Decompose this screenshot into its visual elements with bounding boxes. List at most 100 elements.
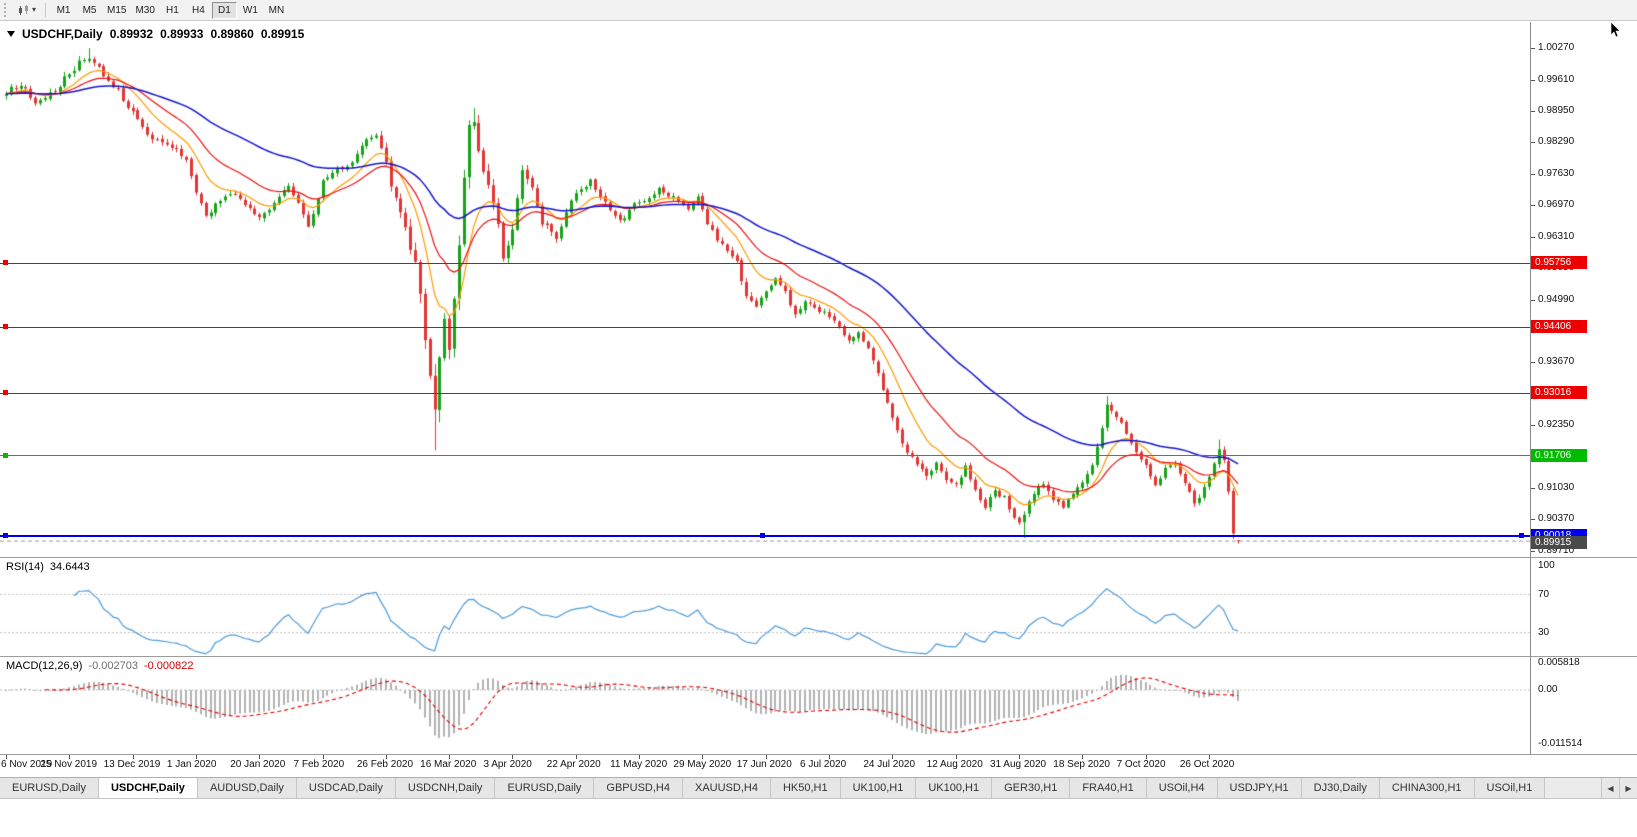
chart-title: USDCHF,Daily 0.89932 0.89933 0.89860 0.8… xyxy=(7,26,304,41)
rsi-axis-label: 30 xyxy=(1538,626,1550,638)
price-axis-label: 1.00270 xyxy=(1538,42,1575,54)
date-axis-label: 26 Oct 2020 xyxy=(1179,759,1235,770)
horizontal-level-line-0.93016[interactable] xyxy=(0,392,1530,394)
price-axis-tick xyxy=(1531,488,1535,490)
chart-tab-fra40-h1[interactable]: FRA40,H1 xyxy=(1070,778,1147,798)
macd-axis-label: 0.00 xyxy=(1538,684,1558,695)
date-axis-tick xyxy=(449,755,451,759)
horizontal-level-line-0.91706[interactable] xyxy=(0,455,1530,457)
chart-tab-usdcad-daily[interactable]: USDCAD,Daily xyxy=(296,778,396,798)
toolbar-drag-grip-icon[interactable] xyxy=(4,3,9,17)
date-axis-label: 22 Apr 2020 xyxy=(546,759,601,770)
level-line-handle-left[interactable] xyxy=(3,324,8,330)
chart-tab-uk100-h1[interactable]: UK100,H1 xyxy=(916,778,993,798)
date-axis-label: 31 Aug 2020 xyxy=(989,759,1047,770)
level-price-badge: 0.93016 xyxy=(1531,386,1587,400)
price-axis-label: 0.99610 xyxy=(1538,73,1575,85)
level-line-handle-left[interactable] xyxy=(3,533,8,539)
chart-tab-audusd-daily[interactable]: AUDUSD,Daily xyxy=(197,778,297,798)
level-line-handle-left[interactable] xyxy=(3,390,8,396)
chart-tab-usoil-h4[interactable]: USOil,H4 xyxy=(1146,778,1218,798)
price-axis-label: 0.89710 xyxy=(1538,544,1575,556)
horizontal-level-line-0.90018[interactable] xyxy=(0,535,1530,538)
ohlc-open: 0.89932 xyxy=(109,26,154,41)
level-price-badge: 0.95756 xyxy=(1531,256,1587,270)
timeframe-button-w1[interactable]: W1 xyxy=(238,2,263,19)
price-axis-tick xyxy=(1531,173,1535,175)
chart-tab-usoil-h1[interactable]: USOil,H1 xyxy=(1474,778,1546,798)
date-axis-tick xyxy=(955,755,957,759)
chart-tab-eurusd-daily[interactable]: EURUSD,Daily xyxy=(495,778,595,798)
date-axis-tick xyxy=(195,755,197,759)
chart-tab-usdchf-daily[interactable]: USDCHF,Daily xyxy=(98,778,198,798)
chart-tab-xauusd-h4[interactable]: XAUUSD,H4 xyxy=(682,778,771,798)
price-axis-tick xyxy=(1531,79,1535,81)
rsi-pane-title: RSI(14) 34.6443 xyxy=(6,561,90,573)
date-axis-label: 6 Jul 2020 xyxy=(800,759,847,770)
price-axis-label: 0.90370 xyxy=(1538,513,1575,525)
timeframe-button-h4[interactable]: H4 xyxy=(186,2,211,19)
chart-tab-china300-h1[interactable]: CHINA300,H1 xyxy=(1379,778,1475,798)
price-axis-label: 0.94990 xyxy=(1538,293,1575,305)
chart-title-marker-icon xyxy=(7,31,15,41)
chart-tab-uk100-h1[interactable]: UK100,H1 xyxy=(840,778,917,798)
horizontal-level-line-0.95756[interactable] xyxy=(0,262,1530,264)
date-axis-label: 17 Jun 2020 xyxy=(736,759,792,770)
chart-tab-eurusd-daily[interactable]: EURUSD,Daily xyxy=(0,778,99,798)
chevron-down-icon: ▾ xyxy=(32,5,37,14)
chart-tab-hk50-h1[interactable]: HK50,H1 xyxy=(770,778,841,798)
price-axis-label: 0.96970 xyxy=(1538,199,1575,211)
macd-axis-label: -0.011514 xyxy=(1538,737,1583,749)
price-axis-label: 0.98290 xyxy=(1538,136,1575,148)
timeframe-button-d1[interactable]: D1 xyxy=(211,1,237,19)
timeframe-button-m15[interactable]: M15 xyxy=(103,2,130,19)
level-line-handle-right[interactable] xyxy=(1519,533,1524,539)
timeframe-button-m1[interactable]: M1 xyxy=(51,2,76,19)
level-line-handle-center[interactable] xyxy=(760,533,765,539)
level-line-handle-left[interactable] xyxy=(3,452,8,458)
price-axis-border xyxy=(1530,22,1531,755)
horizontal-level-line-0.94406[interactable] xyxy=(0,326,1530,328)
chart-type-button[interactable]: ▾ xyxy=(13,2,40,19)
timeframe-button-h1[interactable]: H1 xyxy=(160,2,185,19)
price-axis-tick xyxy=(1531,550,1535,552)
tabs-scroll-left-button[interactable]: ◀ xyxy=(1601,778,1619,798)
date-axis-label: 6 Nov 2019 xyxy=(1,759,53,770)
date-axis-label: 18 Sep 2020 xyxy=(1053,759,1110,770)
chart-tab-usdjpy-h1[interactable]: USDJPY,H1 xyxy=(1217,778,1302,798)
timeframe-button-m30[interactable]: M30 xyxy=(131,2,158,19)
date-axis-label: 3 Apr 2020 xyxy=(483,759,532,770)
chart-tab-dj30-daily[interactable]: DJ30,Daily xyxy=(1301,778,1380,798)
date-axis-label: 11 May 2020 xyxy=(610,759,668,770)
price-axis-tick xyxy=(1531,111,1535,113)
tabs-scroll-right-button[interactable]: ▶ xyxy=(1619,778,1637,798)
timeframe-button-m5[interactable]: M5 xyxy=(77,2,102,19)
chart-tab-gbpusd-h4[interactable]: GBPUSD,H4 xyxy=(594,778,683,798)
date-axis-label: 12 Aug 2020 xyxy=(926,759,983,770)
date-axis-tick xyxy=(639,755,641,759)
date-axis-line xyxy=(0,754,1637,755)
date-axis-tick xyxy=(765,755,767,759)
chart-tab-ger30-h1[interactable]: GER30,H1 xyxy=(992,778,1071,798)
level-line-handle-left[interactable] xyxy=(3,260,8,266)
price-chart-canvas[interactable] xyxy=(0,22,1637,755)
ohlc-high: 0.89933 xyxy=(160,26,204,41)
date-axis-tick xyxy=(322,755,324,759)
date-axis-tick xyxy=(69,755,71,759)
date-axis-label: 25 Nov 2019 xyxy=(40,759,98,770)
level-price-badge: 0.94406 xyxy=(1531,320,1587,334)
date-axis-label: 29 May 2020 xyxy=(673,759,732,770)
rsi-value: 34.6443 xyxy=(49,561,90,573)
chart-tab-usdcnh-daily[interactable]: USDCNH,Daily xyxy=(395,778,496,798)
date-axis-tick xyxy=(6,755,7,759)
macd-pane-title: MACD(12,26,9) -0.002703 -0.000822 xyxy=(6,660,194,672)
date-axis-label: 26 Feb 2020 xyxy=(356,759,414,770)
pane-separator-rsi-macd[interactable] xyxy=(0,656,1637,657)
price-axis-tick xyxy=(1531,362,1535,364)
mouse-cursor-icon xyxy=(1610,22,1621,38)
chart-tab-bar: EURUSD,Daily USDCHF,Daily AUDUSD,Daily USDC… xyxy=(0,777,1637,799)
date-axis-tick xyxy=(132,755,134,759)
timeframe-button-mn[interactable]: MN xyxy=(264,2,289,19)
pane-separator-main-rsi[interactable] xyxy=(0,557,1637,558)
date-axis-tick xyxy=(1145,755,1147,759)
